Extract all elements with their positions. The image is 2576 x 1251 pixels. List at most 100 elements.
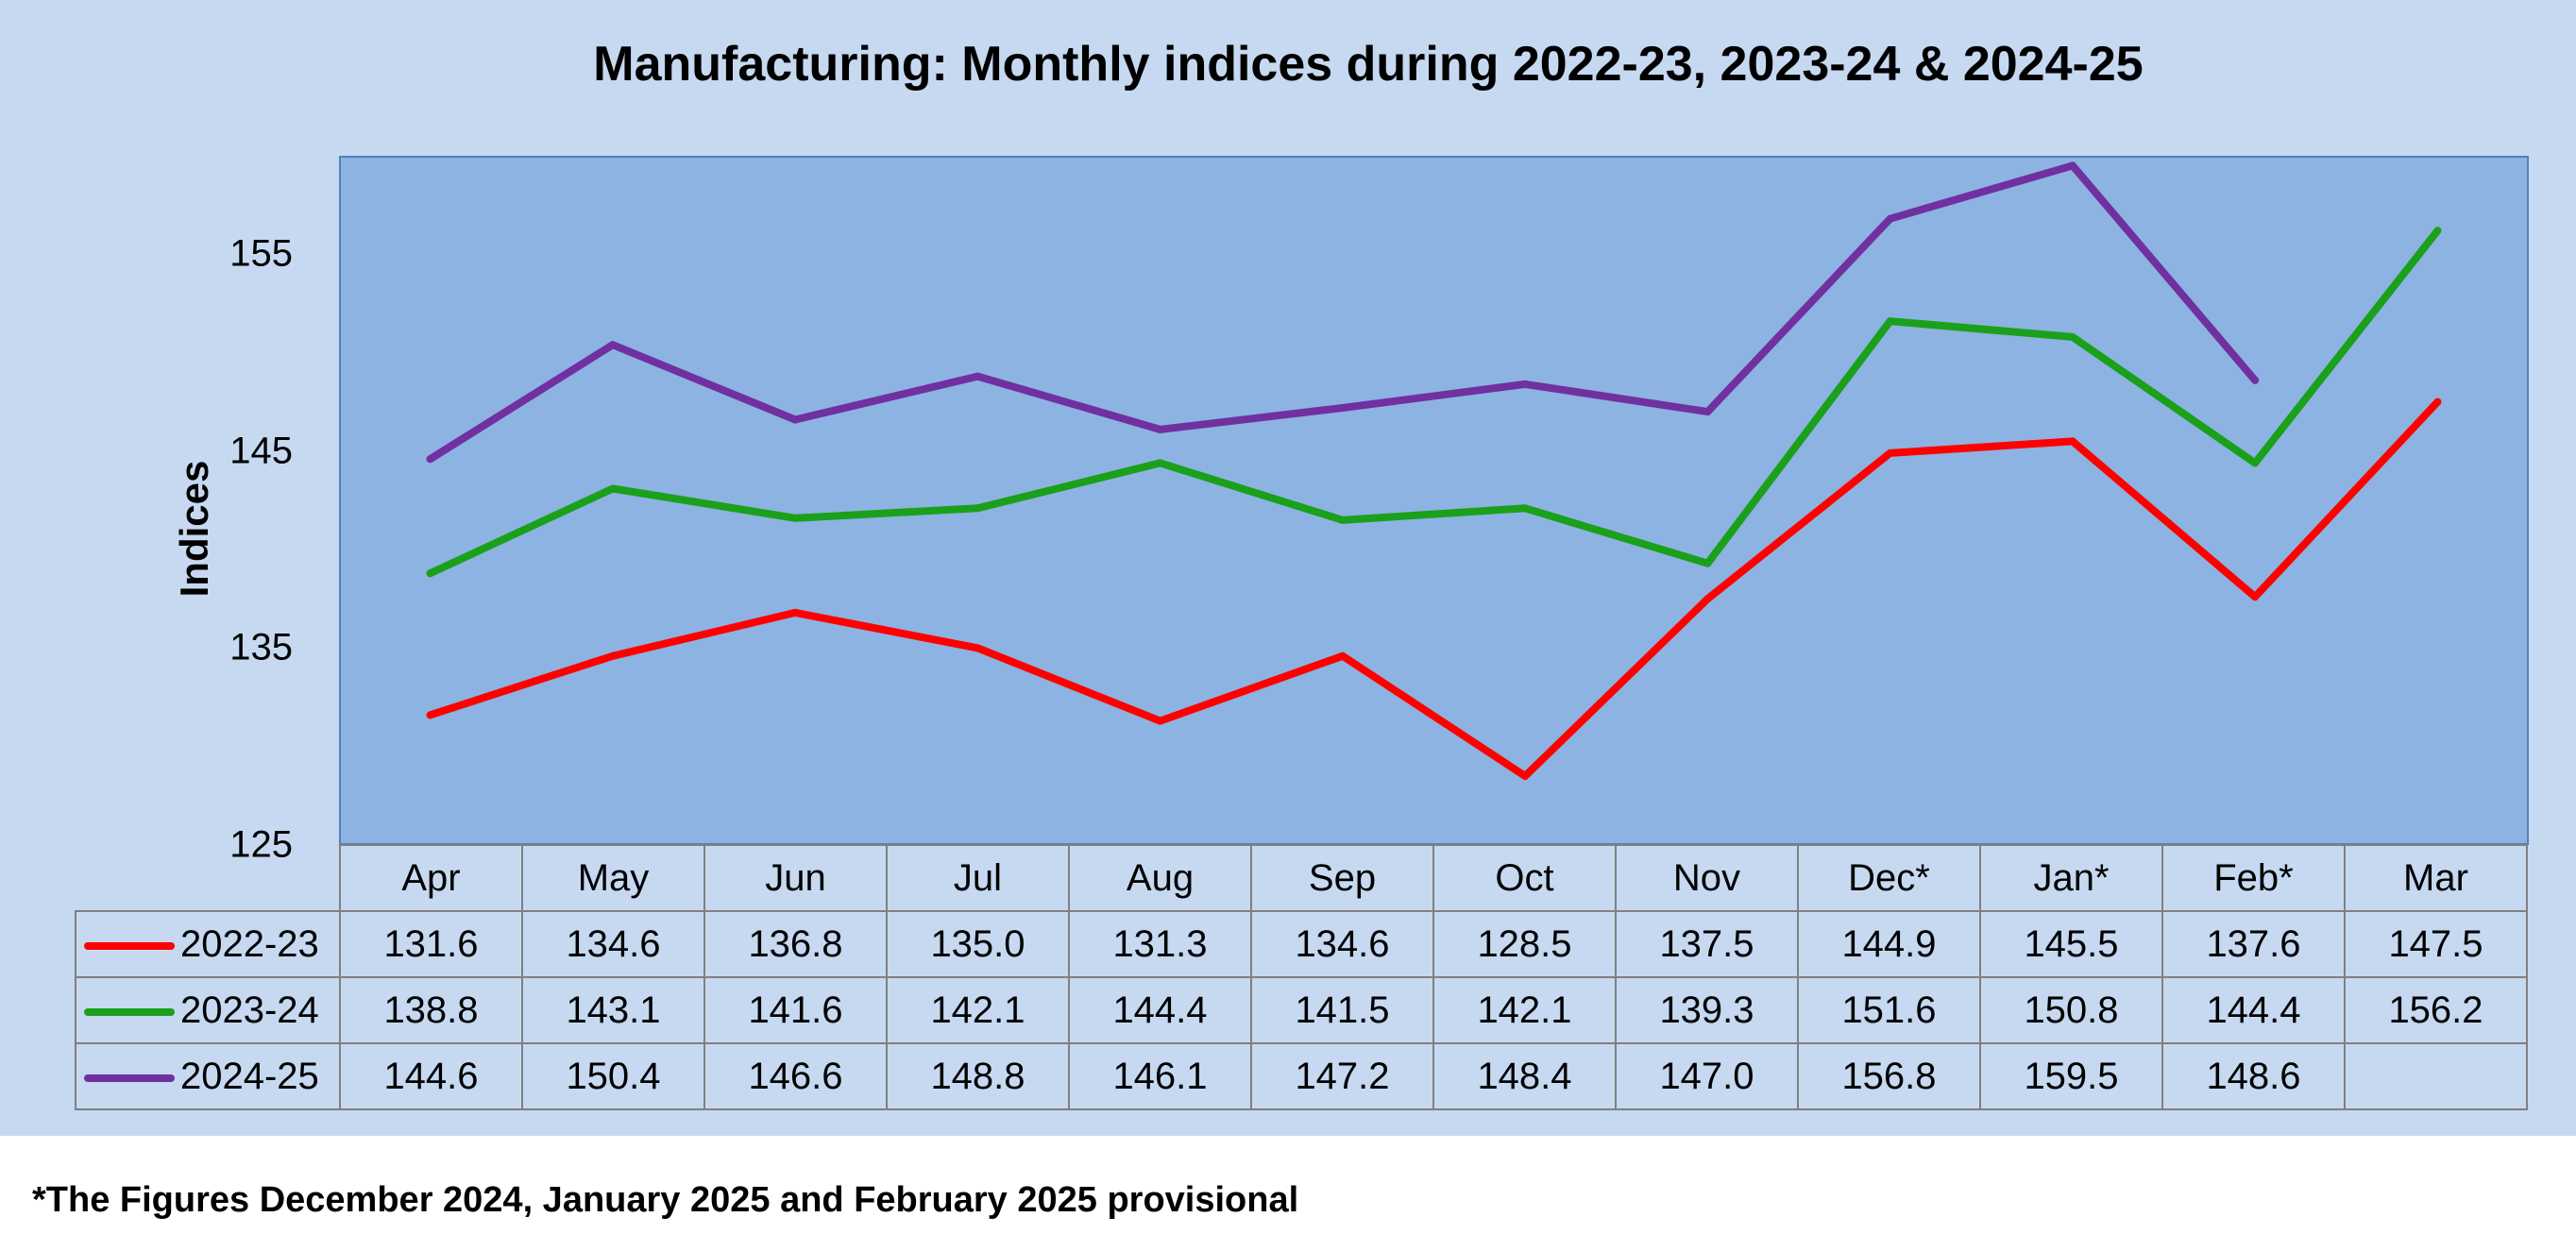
data-point [2251, 376, 2260, 384]
data-point [1703, 559, 1712, 567]
data-point [1521, 772, 1530, 780]
data-point [2251, 593, 2260, 601]
legend-label: 2024-25 [180, 1055, 319, 1097]
x-tick-label: Oct [1432, 844, 1617, 912]
data-point [2068, 437, 2076, 446]
data-label: 134.6 [521, 910, 705, 978]
data-point [1156, 717, 1164, 725]
legend-key [84, 1007, 175, 1016]
data-point [1156, 425, 1164, 433]
table-row: 2024-25 144.6 150.4 146.6 148.8 146.1 147.2 148… [75, 1042, 2528, 1110]
data-point [791, 514, 800, 522]
data-label: 141.5 [1250, 976, 1434, 1044]
data-table: Apr May Jun Jul Aug Sep Oct Nov Dec* Jan* Feb* Mar 2… [75, 844, 2528, 1110]
data-label: 156.2 [2344, 976, 2528, 1044]
table-row: 2022-23 131.6 134.6 136.8 135.0 131.3 134.6 128… [75, 910, 2528, 978]
data-label: 151.6 [1797, 976, 1981, 1044]
series-line-2024-25 [426, 161, 2260, 464]
legend-label: 2023-24 [180, 989, 319, 1031]
chart-title: Manufacturing: Monthly indices during 20… [593, 37, 2144, 92]
data-point [2068, 332, 2076, 341]
data-point [974, 644, 982, 652]
data-label: 139.3 [1615, 976, 1799, 1044]
data-label: 159.5 [1979, 1042, 2163, 1110]
data-label: 148.8 [886, 1042, 1070, 1110]
data-point [608, 484, 617, 493]
x-tick-label: Feb* [2161, 844, 2346, 912]
x-tick-label: Jan* [1979, 844, 2163, 912]
chart-lines [426, 161, 2442, 780]
data-point [2433, 227, 2442, 235]
y-tick-label: 135 [229, 626, 293, 668]
data-label: 137.6 [2161, 910, 2346, 978]
data-label: 131.6 [339, 910, 523, 978]
data-label: 142.1 [1432, 976, 1617, 1044]
chart-area: Manufacturing: Monthly indices during 20… [0, 0, 2576, 1136]
data-label: 128.5 [1432, 910, 1617, 978]
legend-entry: 2022-23 [75, 910, 341, 978]
data-point [2068, 161, 2076, 170]
data-label: 131.3 [1068, 910, 1252, 978]
x-tick-label: May [521, 844, 705, 912]
x-tick-label: Aug [1068, 844, 1252, 912]
data-point [791, 608, 800, 617]
data-point [1338, 404, 1347, 412]
legend-entry: 2023-24 [75, 976, 341, 1044]
data-point [2433, 397, 2442, 406]
data-point [608, 341, 617, 349]
table-header-row: Apr May Jun Jul Aug Sep Oct Nov Dec* Jan* Feb* Mar [76, 844, 2528, 912]
x-tick-label: Nov [1615, 844, 1799, 912]
data-label: 137.5 [1615, 910, 1799, 978]
data-label: 145.5 [1979, 910, 2163, 978]
data-point [1886, 448, 1894, 457]
data-point [1886, 214, 1894, 223]
data-label [2344, 1042, 2528, 1110]
data-label: 150.4 [521, 1042, 705, 1110]
data-point [791, 415, 800, 424]
x-tick-label: Sep [1250, 844, 1434, 912]
series-line-2022-23 [426, 397, 2442, 780]
x-tick-label: Dec* [1797, 844, 1981, 912]
data-point [1521, 504, 1530, 513]
legend-key [84, 1073, 175, 1082]
data-label: 142.1 [886, 976, 1070, 1044]
x-tick-label: Apr [339, 844, 523, 912]
data-point [1156, 459, 1164, 467]
data-point [608, 651, 617, 660]
data-label: 144.4 [1068, 976, 1252, 1044]
data-label: 147.5 [2344, 910, 2528, 978]
data-label: 156.8 [1797, 1042, 1981, 1110]
data-label: 134.6 [1250, 910, 1434, 978]
data-point [2251, 459, 2260, 467]
data-point [426, 569, 434, 578]
data-point [1338, 651, 1347, 660]
data-label: 143.1 [521, 976, 705, 1044]
data-point [974, 504, 982, 513]
data-point [974, 372, 982, 380]
data-point [1703, 595, 1712, 603]
y-tick-label: 145 [229, 430, 293, 472]
footnote: *The Figures December 2024, January 2025… [32, 1180, 1299, 1220]
data-label: 136.8 [703, 910, 888, 978]
data-label: 138.8 [339, 976, 523, 1044]
data-label: 135.0 [886, 910, 1070, 978]
series-line-2023-24 [426, 227, 2442, 578]
y-tick-label: 155 [229, 232, 293, 275]
legend-label: 2022-23 [180, 922, 319, 965]
table-row: 2023-24 138.8 143.1 141.6 142.1 144.4 141.5 142… [75, 976, 2528, 1044]
data-label: 147.0 [1615, 1042, 1799, 1110]
legend-key [84, 941, 175, 950]
data-label: 148.6 [2161, 1042, 2346, 1110]
data-point [1521, 380, 1530, 388]
data-point [426, 455, 434, 464]
table-corner [76, 845, 341, 912]
data-point [1886, 317, 1894, 326]
data-label: 141.6 [703, 976, 888, 1044]
data-label: 144.6 [339, 1042, 523, 1110]
data-label: 147.2 [1250, 1042, 1434, 1110]
data-point [426, 711, 434, 719]
data-label: 146.1 [1068, 1042, 1252, 1110]
data-label: 146.6 [703, 1042, 888, 1110]
data-label: 148.4 [1432, 1042, 1617, 1110]
x-tick-label: Jun [703, 844, 888, 912]
